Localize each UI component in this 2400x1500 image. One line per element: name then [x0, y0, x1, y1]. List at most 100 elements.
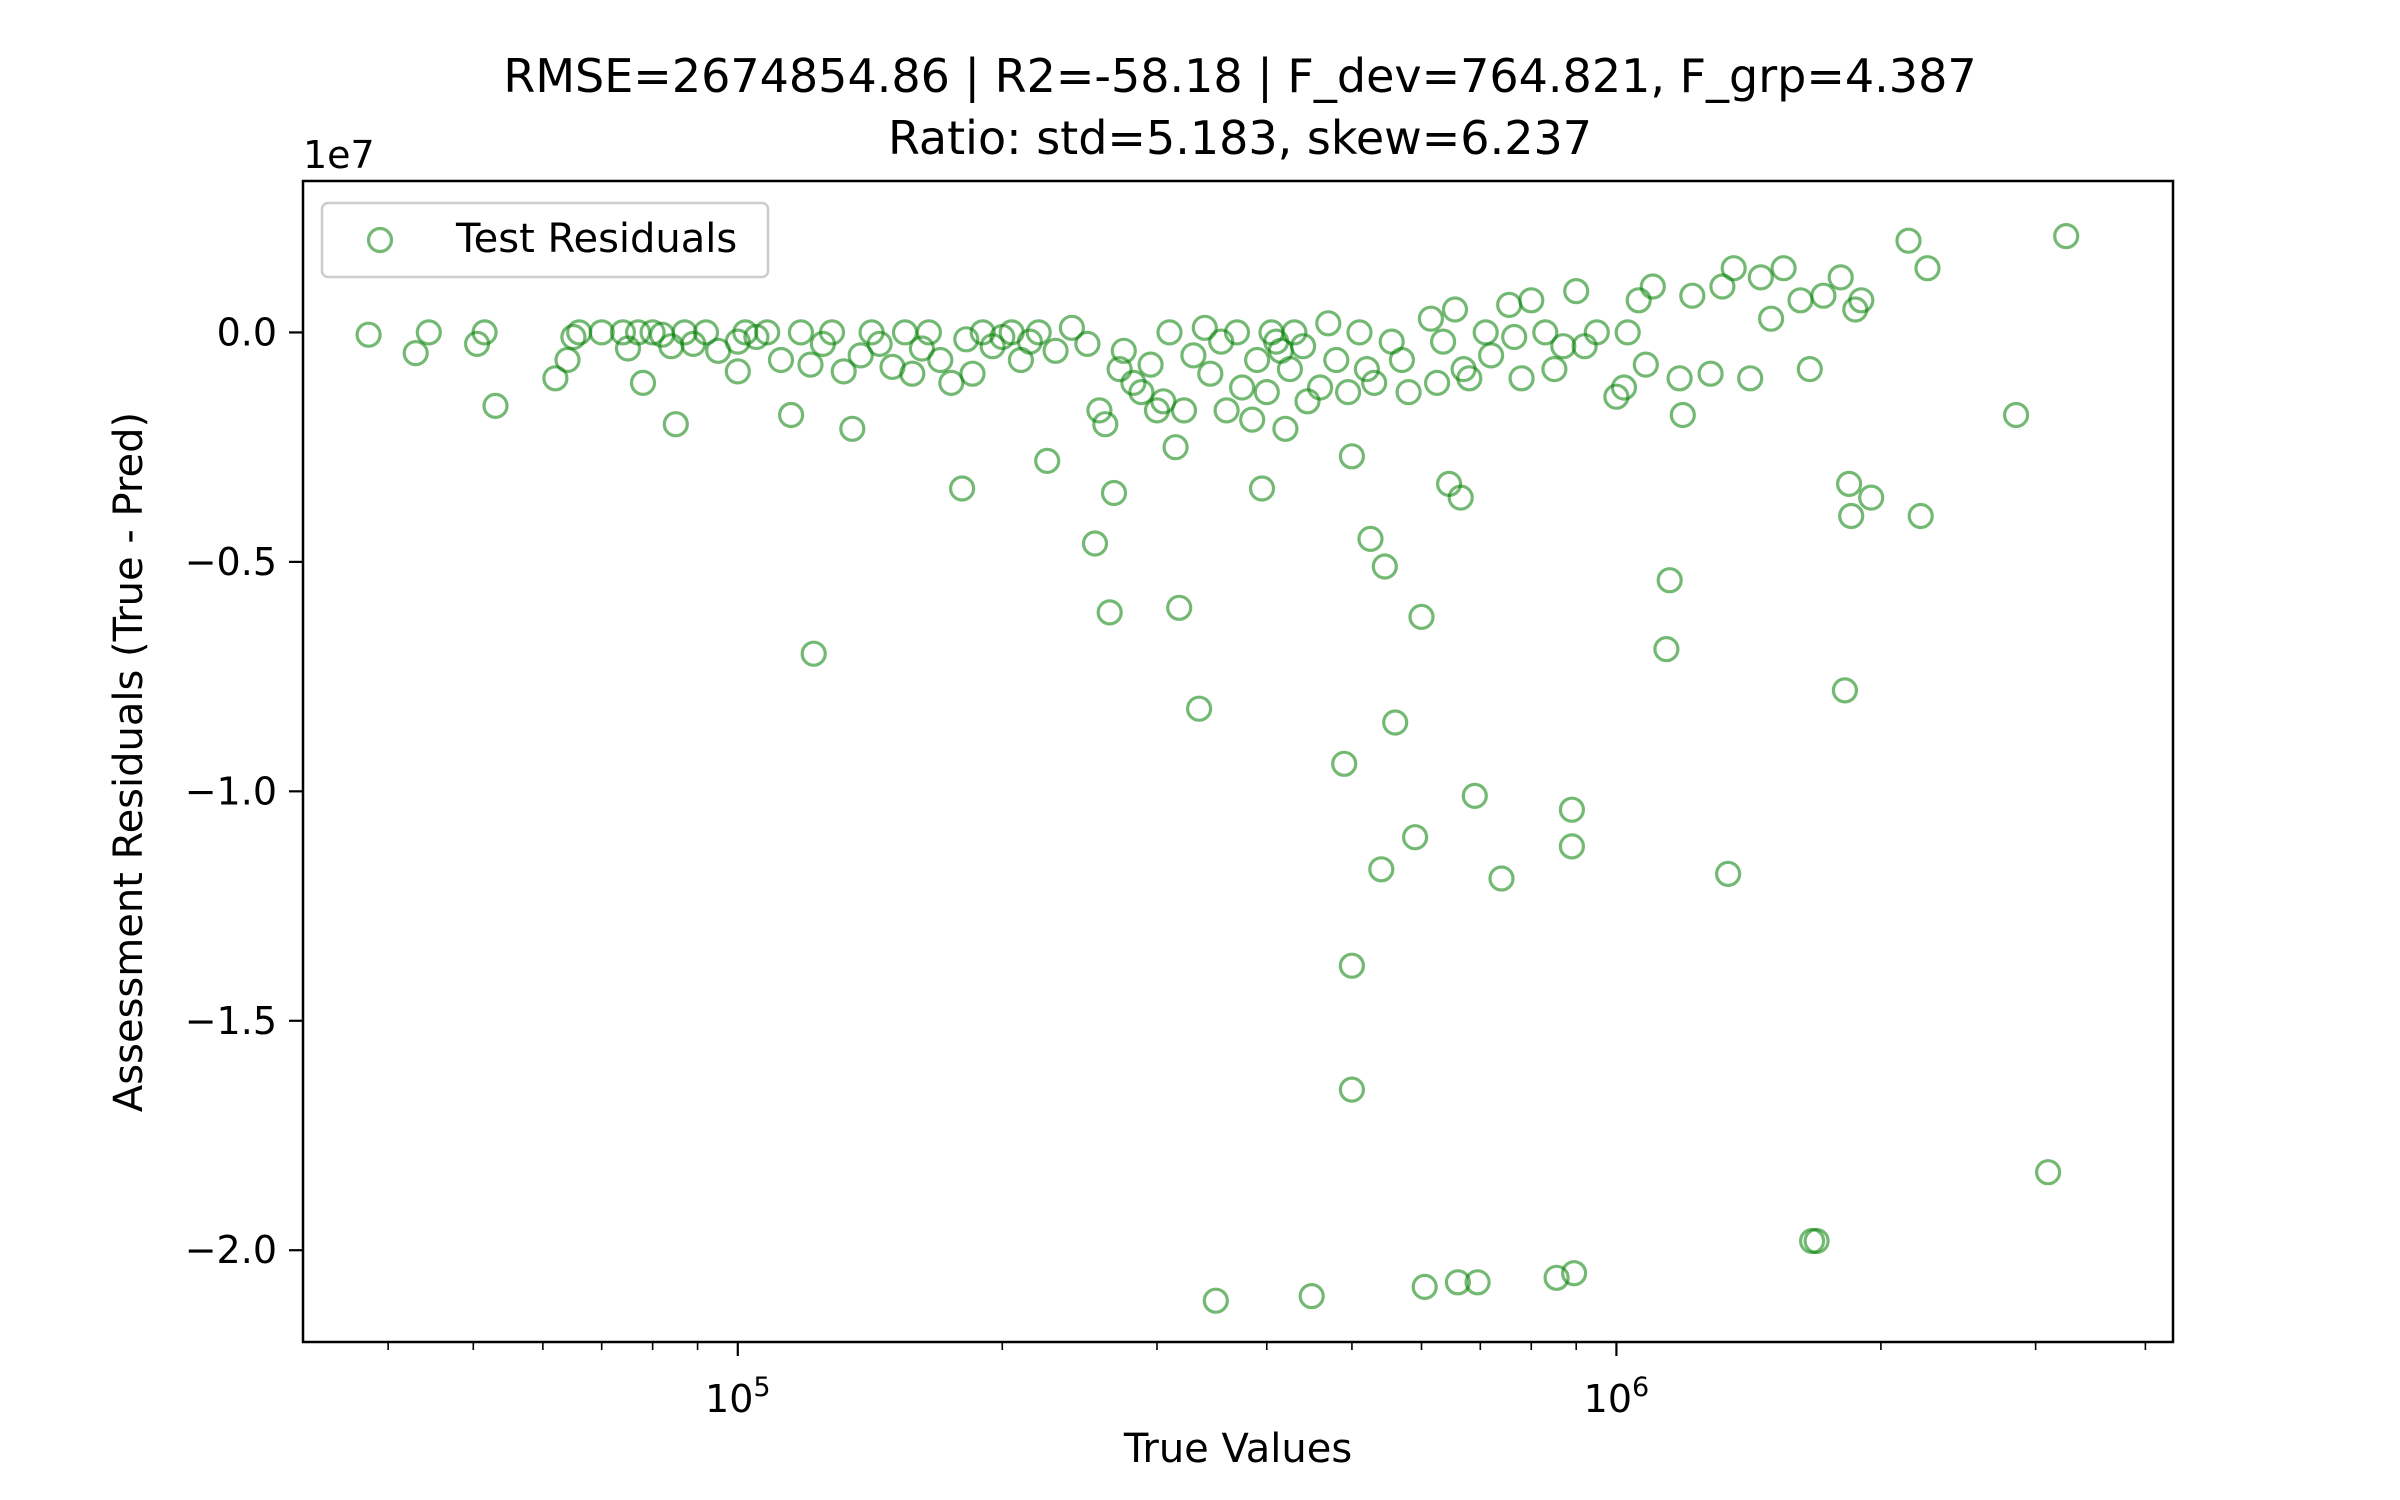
data-point [1737, 365, 1764, 392]
data-point [1334, 379, 1362, 406]
data-point [1253, 379, 1280, 406]
data-point [560, 323, 587, 351]
y-tick-label: 0.0 [217, 310, 277, 354]
data-point [1907, 502, 1934, 530]
data-point [830, 358, 857, 385]
data-point [1747, 264, 1774, 291]
data-point [1202, 1287, 1229, 1314]
data-point [787, 319, 815, 346]
data-point [1679, 282, 1706, 309]
data-point [1417, 305, 1445, 332]
data-point [839, 415, 866, 442]
data-point [1357, 525, 1384, 553]
legend-marker [366, 226, 394, 254]
data-point [1770, 255, 1797, 282]
data-point [2002, 401, 2030, 429]
data-point [847, 342, 874, 369]
data-point [1110, 337, 1137, 364]
data-point [1281, 319, 1308, 346]
data-point [948, 475, 976, 502]
data-point [1563, 278, 1590, 305]
data-point [1639, 273, 1666, 300]
y-axis-label: Assessment Residuals (True - Pred) [106, 412, 152, 1112]
data-point [1610, 374, 1638, 401]
data-point [1213, 397, 1240, 424]
data-point [1796, 356, 1823, 383]
data-point [2053, 223, 2080, 250]
data-point [818, 319, 846, 346]
y-tick-label: −1.5 [185, 999, 277, 1043]
data-point [1456, 365, 1483, 392]
data-point [1272, 415, 1299, 442]
data-point [1197, 360, 1224, 387]
plot-area [301, 179, 2175, 1344]
data-point [1488, 865, 1515, 892]
data-point [1368, 856, 1395, 883]
data-point [1100, 479, 1128, 507]
data-point [1558, 796, 1586, 823]
data-point [899, 360, 926, 387]
data-point [1170, 397, 1198, 424]
data-point [1411, 1273, 1438, 1301]
data-point [800, 640, 827, 667]
data-point [1477, 342, 1505, 369]
chart-subtitle: Ratio: std=5.183, skew=6.237 [888, 111, 1592, 165]
data-point [415, 319, 442, 346]
data-point [1306, 374, 1334, 401]
data-point [2035, 1159, 2062, 1186]
data-point [1092, 411, 1119, 438]
data-point [1541, 356, 1568, 383]
data-point [1289, 333, 1317, 360]
y-tick-label: −0.5 [185, 540, 277, 584]
data-point [1239, 406, 1266, 433]
data-point [1361, 369, 1388, 396]
data-point [1838, 502, 1865, 530]
data-point [629, 369, 657, 396]
data-point [1803, 1227, 1830, 1255]
data-point [355, 321, 382, 348]
legend: Test Residuals [320, 201, 770, 279]
chart-title: RMSE=2674854.86 | R2=-58.18 | F_dev=764.… [503, 49, 1976, 104]
data-point [588, 319, 615, 346]
data-point [1848, 287, 1875, 314]
data-point [1248, 475, 1276, 502]
data-point [1042, 337, 1069, 364]
data-point [797, 351, 824, 378]
data-point [1810, 282, 1837, 309]
data-point [1560, 1260, 1588, 1287]
data-point [1444, 1269, 1472, 1296]
data-point [1423, 369, 1451, 396]
data-point [915, 319, 943, 346]
data-point [1543, 1264, 1570, 1291]
data-point [1518, 287, 1545, 314]
data-point [1243, 346, 1271, 374]
data-point [1034, 447, 1061, 474]
data-point [1653, 635, 1680, 663]
data-point [1025, 319, 1052, 346]
data-point [1656, 567, 1683, 594]
data-point [1447, 484, 1474, 511]
data-point [471, 319, 498, 346]
data-point [1720, 255, 1747, 282]
data-point [1096, 599, 1123, 626]
data-point [1162, 434, 1189, 461]
data-point [1401, 824, 1429, 851]
data-point [1669, 401, 1696, 429]
data-point [953, 326, 980, 353]
data-point [1338, 952, 1366, 979]
x-tick-label: 105 [705, 1372, 771, 1421]
data-point [1388, 346, 1416, 374]
data-point [1371, 553, 1398, 580]
data-point [1558, 833, 1586, 860]
data-point [1501, 323, 1528, 351]
data-point [1709, 273, 1736, 300]
data-point [1550, 333, 1577, 360]
data-point [1074, 330, 1101, 357]
data-point [1858, 484, 1885, 511]
data-point [1395, 379, 1422, 406]
y-tick-label: −2.0 [185, 1228, 277, 1272]
data-point [1128, 379, 1155, 406]
data-point [1156, 319, 1183, 346]
data-point [639, 319, 666, 346]
